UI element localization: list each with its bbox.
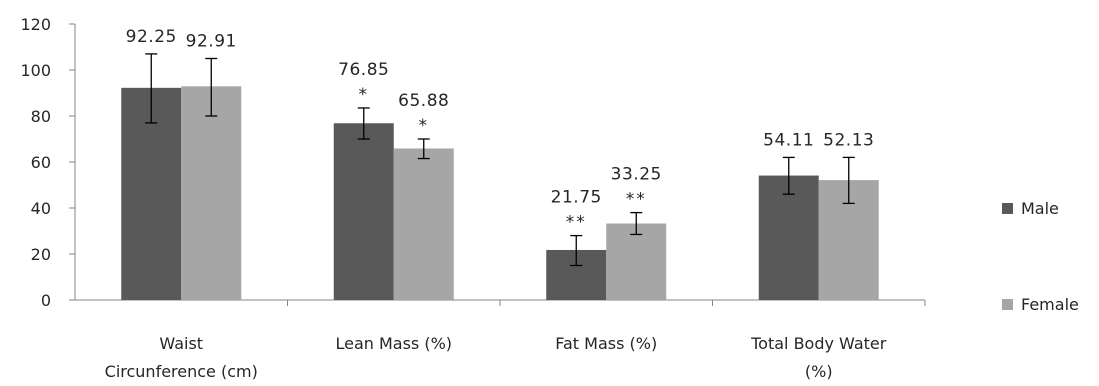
data-label: 92.91: [186, 32, 237, 52]
bar-female: [606, 223, 667, 300]
data-label: 21.75: [551, 188, 602, 208]
bar-female: [393, 148, 454, 300]
legend-label-male: Male: [1021, 199, 1059, 218]
data-label: 65.88: [398, 91, 449, 111]
y-tick-label: 20: [31, 245, 51, 264]
x-category-label: Total Body Water (%): [750, 334, 887, 381]
significance-marker: *: [419, 116, 430, 136]
data-label: 54.11: [763, 130, 814, 150]
y-tick-label: 60: [31, 153, 51, 172]
x-category-label: Waist Circunference (cm): [105, 334, 258, 381]
legend-swatch-female: [1002, 299, 1013, 310]
legend-label-female: Female: [1021, 295, 1079, 314]
data-label: 52.13: [823, 130, 874, 150]
data-label: 92.25: [126, 27, 177, 47]
significance-marker: **: [626, 190, 647, 210]
y-tick-label: 40: [31, 199, 51, 218]
y-tick-label: 0: [41, 291, 51, 310]
bar-male: [333, 123, 394, 301]
data-label: 76.85: [338, 60, 389, 80]
x-category-label: Lean Mass (%): [335, 334, 452, 353]
y-tick-label: 100: [20, 61, 51, 80]
bar-male: [758, 175, 819, 300]
significance-marker: *: [359, 85, 370, 105]
y-tick-label: 120: [20, 15, 51, 34]
bar-female: [181, 86, 242, 300]
x-category-label: Fat Mass (%): [555, 334, 657, 353]
data-label: 33.25: [611, 165, 662, 185]
significance-marker: **: [566, 213, 587, 233]
y-tick-label: 80: [31, 107, 51, 126]
legend-swatch-male: [1002, 203, 1013, 214]
